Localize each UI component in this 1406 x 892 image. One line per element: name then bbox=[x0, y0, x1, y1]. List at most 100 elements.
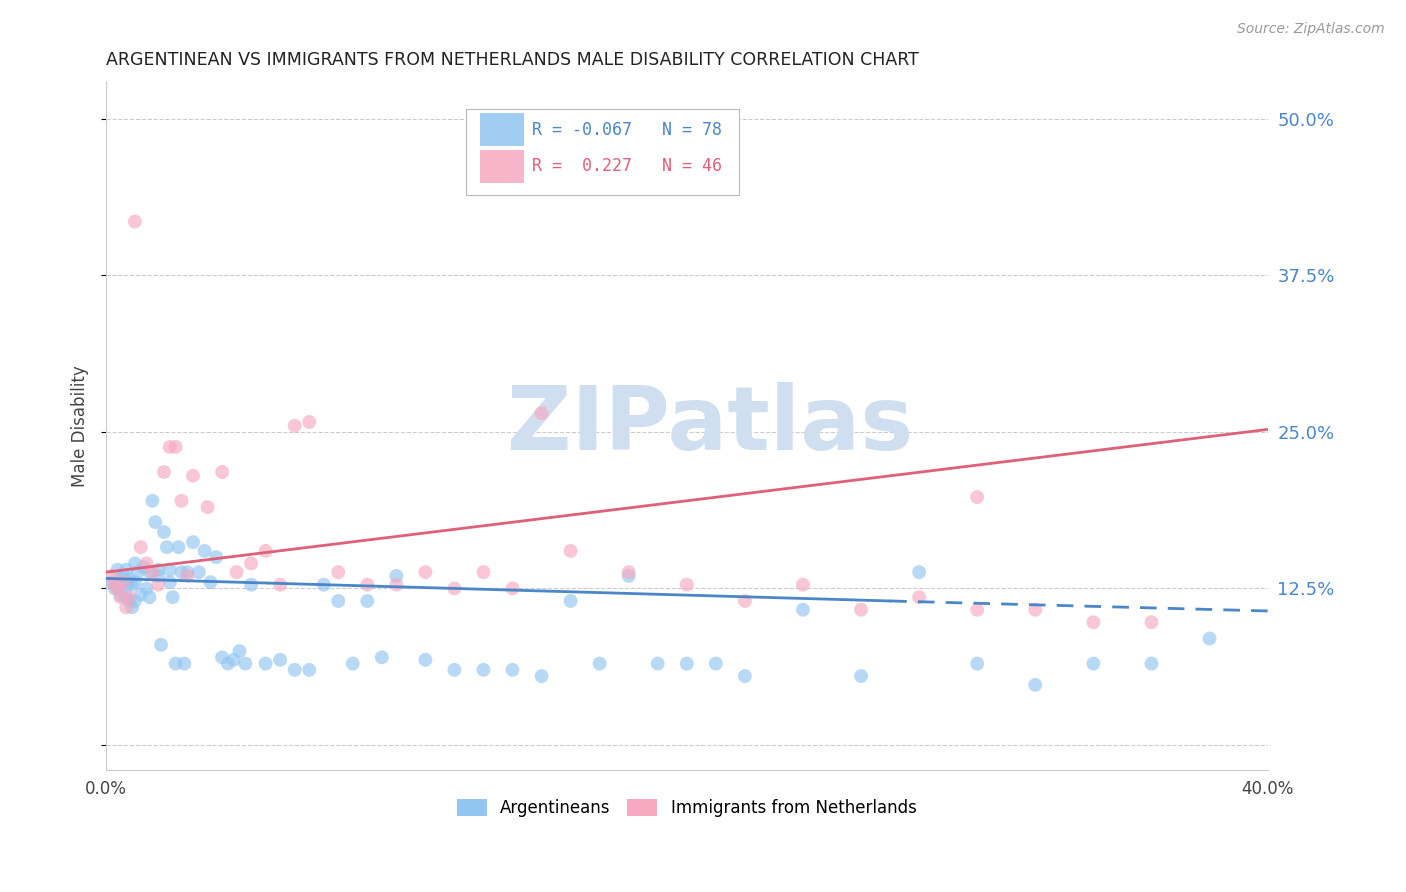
Point bbox=[415, 565, 437, 579]
Point bbox=[100, 569, 122, 583]
Point bbox=[298, 663, 321, 677]
Point bbox=[502, 663, 524, 677]
Point bbox=[415, 653, 437, 667]
Point bbox=[269, 653, 291, 667]
Point bbox=[118, 591, 141, 605]
Point bbox=[124, 557, 146, 571]
Point bbox=[115, 563, 138, 577]
Point bbox=[107, 582, 129, 596]
FancyBboxPatch shape bbox=[465, 109, 740, 195]
Point bbox=[112, 569, 135, 583]
Point bbox=[1083, 615, 1105, 630]
Point bbox=[115, 600, 138, 615]
Point bbox=[100, 575, 122, 590]
Point bbox=[1024, 678, 1046, 692]
Point bbox=[112, 575, 135, 590]
Point bbox=[502, 582, 524, 596]
Point bbox=[159, 575, 181, 590]
Point bbox=[734, 594, 756, 608]
Point bbox=[194, 544, 217, 558]
Point bbox=[704, 657, 727, 671]
Point bbox=[560, 594, 582, 608]
Point bbox=[312, 577, 335, 591]
Point bbox=[385, 577, 408, 591]
Point bbox=[143, 515, 166, 529]
FancyBboxPatch shape bbox=[479, 150, 524, 183]
Point bbox=[849, 669, 872, 683]
Point bbox=[617, 565, 640, 579]
Point bbox=[148, 577, 170, 591]
Point bbox=[148, 563, 170, 577]
Point bbox=[792, 603, 814, 617]
Point bbox=[211, 465, 233, 479]
Point bbox=[176, 565, 198, 579]
Legend: Argentineans, Immigrants from Netherlands: Argentineans, Immigrants from Netherland… bbox=[450, 792, 924, 823]
Point bbox=[734, 669, 756, 683]
Point bbox=[187, 565, 209, 579]
Point bbox=[104, 582, 127, 596]
Point bbox=[162, 591, 184, 605]
Point bbox=[124, 214, 146, 228]
Point bbox=[118, 594, 141, 608]
Point bbox=[170, 493, 193, 508]
Point bbox=[560, 544, 582, 558]
Point bbox=[530, 406, 553, 420]
Point bbox=[966, 657, 988, 671]
Point bbox=[328, 594, 350, 608]
Text: ZIPatlas: ZIPatlas bbox=[508, 382, 912, 469]
Point bbox=[115, 591, 138, 605]
Point bbox=[240, 577, 263, 591]
Point bbox=[211, 650, 233, 665]
Point bbox=[141, 565, 163, 579]
Text: R = -0.067   N = 78: R = -0.067 N = 78 bbox=[533, 120, 723, 138]
Point bbox=[165, 440, 187, 454]
Point bbox=[617, 569, 640, 583]
Point bbox=[197, 500, 219, 514]
Point bbox=[110, 588, 132, 602]
Point bbox=[647, 657, 669, 671]
Point bbox=[356, 577, 378, 591]
Point bbox=[1083, 657, 1105, 671]
Point bbox=[284, 418, 307, 433]
Point bbox=[124, 575, 146, 590]
Point bbox=[298, 415, 321, 429]
Text: ARGENTINEAN VS IMMIGRANTS FROM NETHERLANDS MALE DISABILITY CORRELATION CHART: ARGENTINEAN VS IMMIGRANTS FROM NETHERLAN… bbox=[105, 51, 918, 69]
Point bbox=[1198, 632, 1220, 646]
Point bbox=[118, 573, 141, 587]
Point bbox=[228, 644, 250, 658]
Point bbox=[371, 650, 394, 665]
Point bbox=[141, 493, 163, 508]
Point bbox=[138, 565, 160, 579]
Point bbox=[129, 588, 152, 602]
Point bbox=[1140, 615, 1163, 630]
Point bbox=[966, 603, 988, 617]
Point bbox=[170, 565, 193, 579]
Point bbox=[284, 663, 307, 677]
Point bbox=[181, 468, 204, 483]
Point bbox=[217, 657, 239, 671]
Point bbox=[240, 557, 263, 571]
Point bbox=[153, 465, 176, 479]
Point bbox=[135, 582, 157, 596]
FancyBboxPatch shape bbox=[479, 113, 524, 146]
Point bbox=[222, 653, 245, 667]
Point bbox=[129, 540, 152, 554]
Point bbox=[225, 565, 247, 579]
Point bbox=[159, 563, 181, 577]
Point bbox=[110, 575, 132, 590]
Text: Source: ZipAtlas.com: Source: ZipAtlas.com bbox=[1237, 22, 1385, 37]
Point bbox=[159, 440, 181, 454]
Point bbox=[233, 657, 256, 671]
Point bbox=[167, 540, 190, 554]
Point bbox=[1024, 603, 1046, 617]
Point bbox=[254, 657, 277, 671]
Point bbox=[966, 490, 988, 504]
Point bbox=[588, 657, 610, 671]
Point bbox=[675, 657, 697, 671]
Point bbox=[443, 663, 465, 677]
Point bbox=[356, 594, 378, 608]
Point bbox=[792, 577, 814, 591]
Point bbox=[908, 565, 931, 579]
Point bbox=[530, 669, 553, 683]
Point bbox=[269, 577, 291, 591]
